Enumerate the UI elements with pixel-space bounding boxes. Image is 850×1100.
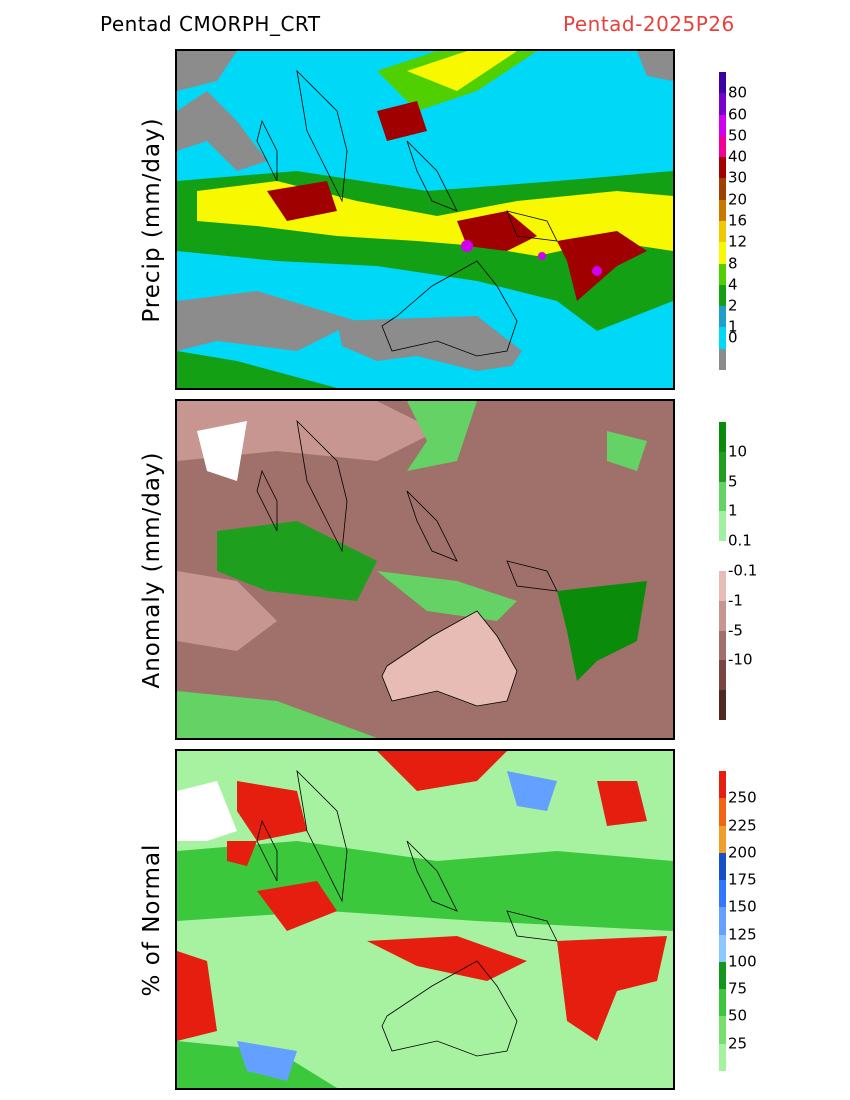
precip-colorbar-seg: [719, 242, 726, 265]
percent-colorbar-tick: 75: [728, 979, 748, 998]
anomaly-colorbar-seg: [719, 451, 726, 483]
precip-colorbar-seg: [719, 327, 726, 350]
percent-colorbar-seg: [719, 934, 726, 963]
percent-colorbar-seg: [719, 1016, 726, 1045]
precip-map: [175, 49, 675, 390]
precip-colorbar-tick: 80: [728, 83, 748, 102]
anomaly-colorbar-seg: [719, 481, 726, 512]
anomaly-map-svg: [177, 401, 673, 738]
precip-colorbar-seg: [719, 114, 726, 137]
precip-map-svg: [177, 51, 673, 388]
percent-colorbar-tick: 175: [728, 870, 757, 889]
anomaly-colorbar-seg: [719, 422, 726, 453]
precip-colorbar-tick: 2: [728, 296, 738, 315]
anomaly-colorbar-seg: [719, 660, 726, 691]
percent-map: [175, 749, 675, 1090]
anomaly-colorbar-tick: -5: [728, 621, 743, 640]
percent-colorbar-tick: 225: [728, 816, 757, 835]
precip-colorbar-tick: 12: [728, 232, 748, 251]
anomaly-colorbar-tick: -1: [728, 591, 743, 610]
header-right-title: Pentad-2025P26: [563, 12, 735, 36]
anomaly-colorbar-tick: 0.1: [728, 531, 752, 550]
precip-colorbar-tick: 1: [728, 317, 738, 336]
percent-colorbar-seg: [719, 825, 726, 854]
percent-colorbar-seg: [719, 907, 726, 936]
percent-colorbar-seg: [719, 880, 726, 908]
percent-colorbar-seg: [719, 1043, 726, 1072]
precip-colorbar-seg: [719, 72, 726, 94]
precip-colorbar-tick: 16: [728, 211, 748, 230]
percent-colorbar: 250 225 200 175 150 125 100 75 50 25: [719, 771, 757, 1072]
precip-colorbar-tick: 60: [728, 105, 748, 124]
precip-colorbar-seg: [719, 221, 726, 243]
precip-colorbar-tick: 0: [728, 328, 738, 347]
precip-colorbar-seg: [719, 263, 726, 286]
precip-colorbar-tick: 4: [728, 275, 738, 294]
anomaly-colorbar: 10 5 1 0.1 -0.1 -1 -5 -10: [719, 422, 757, 721]
percent-colorbar-tick: 100: [728, 952, 757, 971]
percent-colorbar-tick: 50: [728, 1006, 748, 1025]
anomaly-colorbar-tick: 10: [728, 442, 748, 461]
precip-colorbar: 80 60 50 40 30 20 16 12 8 4 2 1 0: [719, 72, 747, 371]
precip-colorbar-seg: [719, 157, 726, 179]
percent-colorbar-tick: 125: [728, 925, 757, 944]
anomaly-colorbar-seg: [719, 541, 726, 572]
precip-colorbar-tick: 20: [728, 190, 748, 209]
percent-colorbar-seg: [719, 771, 726, 799]
anomaly-colorbar-seg: [719, 571, 726, 602]
precip-colorbar-tick: 50: [728, 126, 748, 145]
anomaly-colorbar-seg: [719, 630, 726, 661]
percent-colorbar-seg: [719, 961, 726, 990]
anomaly-map: [175, 399, 675, 740]
precip-colorbar-seg: [719, 178, 726, 201]
percent-map-svg: [177, 751, 673, 1088]
precip-colorbar-tick: 8: [728, 254, 738, 273]
anomaly-ylabel: Anomaly (mm/day): [139, 451, 165, 689]
precip-colorbar-tick: 30: [728, 168, 748, 187]
precip-colorbar-seg: [719, 348, 726, 371]
percent-ylabel: % of Normal: [139, 843, 165, 997]
precip-colorbar-seg: [719, 135, 726, 158]
anomaly-colorbar-seg: [719, 690, 726, 721]
precip-colorbar-tick: 40: [728, 147, 748, 166]
percent-colorbar-tick: 150: [728, 897, 757, 916]
precip-colorbar-seg: [719, 306, 726, 328]
precip-colorbar-seg: [719, 284, 726, 307]
percent-colorbar-tick: 25: [728, 1034, 748, 1053]
anomaly-colorbar-tick: 1: [728, 501, 738, 520]
anomaly-colorbar-tick: -0.1: [728, 561, 758, 580]
percent-colorbar-seg: [719, 852, 726, 881]
precip-colorbar-seg: [719, 93, 726, 116]
anomaly-colorbar-seg: [719, 600, 726, 632]
anomaly-colorbar-tick: 5: [728, 472, 738, 491]
precip-colorbar-seg: [719, 199, 726, 222]
percent-colorbar-seg: [719, 989, 726, 1017]
header-left-title: Pentad CMORPH_CRT: [100, 12, 321, 36]
anomaly-colorbar-tick: -10: [728, 650, 753, 669]
anomaly-colorbar-seg: [719, 511, 726, 542]
percent-colorbar-tick: 200: [728, 843, 757, 862]
precip-ylabel: Precip (mm/day): [139, 117, 165, 323]
percent-colorbar-tick: 250: [728, 788, 757, 807]
percent-colorbar-seg: [719, 798, 726, 827]
